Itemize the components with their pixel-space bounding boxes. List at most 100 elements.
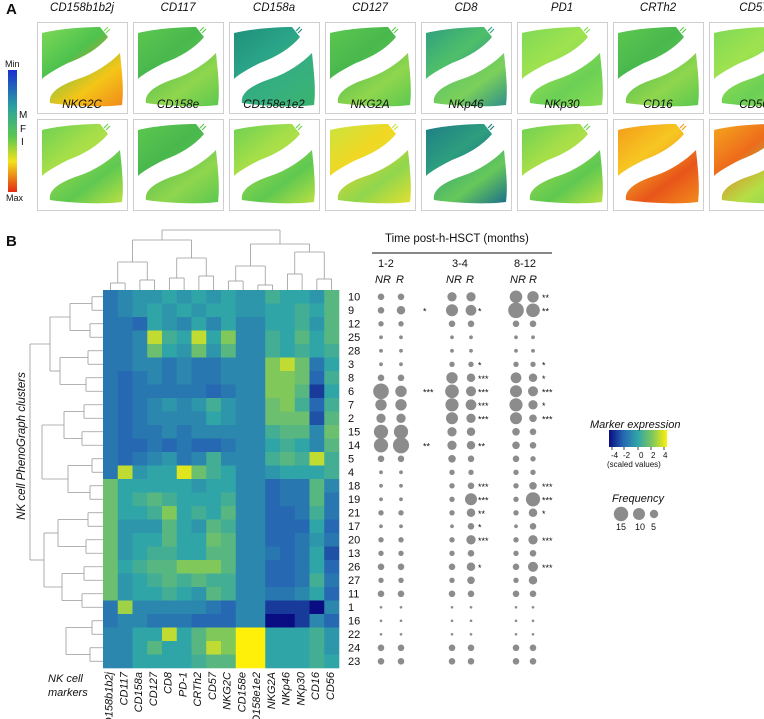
heatmap-cell-20-crth2 — [191, 533, 207, 547]
tsne-title-nkg2c: NKG2C — [62, 99, 102, 111]
significance-8-12-2: *** — [542, 414, 553, 424]
heatmap-cell-17-cd117 — [117, 519, 133, 534]
heatmap-cell-27-cd56 — [324, 573, 340, 588]
heatmap-cell-14-nkg2a — [265, 438, 281, 453]
heatmap-cell-6-cd127 — [147, 384, 163, 399]
frequency-bubble-27-0 — [378, 577, 384, 583]
heatmap-cell-8-pd-1 — [176, 371, 192, 385]
frequency-bubble-13-5 — [529, 550, 537, 557]
heatmap-cell-4-nkp46 — [280, 465, 296, 480]
heatmap-cell-21-nkg2c — [221, 506, 237, 520]
heatmap-cell-6-cd16 — [309, 384, 325, 399]
heatmap-cell-7-nkg2c — [221, 398, 237, 412]
tsne-plot-crth2 — [613, 22, 704, 114]
significance-8-12-3: * — [542, 360, 546, 370]
heatmap-cell-3-nkg2c — [221, 357, 237, 372]
frequency-bubble-21-2 — [449, 510, 455, 516]
frequency-bubble-6-0 — [373, 383, 389, 400]
heatmap-cell-22-cd158e1e2 — [250, 627, 266, 642]
heatmap-cell-25-cd8 — [162, 330, 178, 345]
cluster-label-14: 14 — [348, 440, 360, 452]
heatmap-cell-19-nkg2c — [221, 492, 237, 507]
frequency-bubble-9-2 — [445, 304, 459, 317]
heatmap-cell-18-cd117 — [117, 479, 133, 493]
frequency-bubble-6-3 — [465, 386, 477, 397]
tsne-title-crth2: CRTh2 — [639, 2, 677, 14]
expression-tick-4: 4 — [663, 451, 668, 460]
heatmap-cell-19-nkp46 — [280, 492, 296, 507]
heatmap-cell-27-cd57 — [206, 573, 222, 588]
heatmap-cell-13-cd158e1e2 — [250, 546, 266, 561]
frequency-bubble-18-4 — [513, 483, 519, 489]
heatmap-cell-14-nkg2c — [221, 438, 237, 453]
heatmap-cell-4-pd-1 — [176, 465, 192, 480]
heatmap-cell-23-cd158a — [132, 654, 148, 669]
frequency-bubble-19-1 — [399, 497, 403, 502]
significance-3-4-6: *** — [478, 387, 489, 397]
heatmap-cell-21-cd158e — [235, 506, 251, 520]
heatmap-cell-20-cd158e1e2 — [250, 533, 266, 547]
frequency-bubble-13-3 — [467, 550, 475, 557]
cluster-label-17: 17 — [348, 521, 360, 533]
heatmap-cell-20-cd8 — [162, 533, 178, 547]
expression-tick-0: 0 — [639, 451, 644, 460]
significance-8-12-21: * — [542, 509, 546, 519]
frequency-bubble-24-4 — [512, 644, 520, 652]
heatmap-cell-7-nkg2a — [265, 398, 281, 412]
heatmap-cell-11-cd56 — [324, 587, 340, 601]
significance-1-2-14: ** — [423, 441, 431, 451]
heatmap-cell-18-cd56 — [324, 479, 340, 493]
heatmap-cell-2-cd57 — [206, 411, 222, 426]
heatmap-cell-4-cd8 — [162, 465, 178, 480]
frequency-bubble-2-1 — [396, 413, 406, 423]
heatmap-cell-10-crth2 — [191, 290, 207, 304]
heatmap-cell-26-cd8 — [162, 560, 178, 574]
heatmap-cell-2-cd56 — [324, 411, 340, 426]
heatmap-cell-7-cd127 — [147, 398, 163, 412]
frequency-bubble-19-5 — [525, 492, 541, 507]
heatmap-cell-8-cd117 — [117, 371, 133, 385]
heatmap-cell-18-cd158a — [132, 479, 148, 493]
heatmap-cell-25-pd-1 — [176, 330, 192, 345]
significance-8-12-26: *** — [542, 563, 553, 573]
heatmap-cell-1-nkg2c — [221, 600, 237, 615]
frequency-bubble-17-3 — [467, 523, 475, 530]
tsne-plot-cd158b1b2j — [37, 22, 128, 114]
frequency-bubble-19-0 — [379, 497, 383, 502]
heatmap-cell-11-cd117 — [117, 587, 133, 601]
cluster-label-12: 12 — [348, 319, 360, 331]
cluster-label-23: 23 — [348, 656, 360, 668]
frequency-bubble-28-0 — [379, 348, 383, 353]
heatmap-cell-22-cd158b1b2j — [103, 627, 119, 642]
heatmap-cell-14-cd16 — [309, 438, 325, 453]
frequency-bubble-8-3 — [466, 373, 476, 383]
frequency-bubble-19-2 — [449, 496, 455, 502]
heatmap-cell-28-nkg2c — [221, 344, 237, 358]
significance-8-12-20: *** — [542, 536, 553, 546]
heatmap-cell-2-cd127 — [147, 411, 163, 426]
frequency-bubble-23-5 — [529, 658, 537, 665]
heatmap-cell-14-cd158e1e2 — [250, 438, 266, 453]
heatmap-cell-22-nkg2a — [265, 627, 281, 642]
heatmap-cell-8-nkp30 — [294, 371, 310, 385]
heatmap-cell-6-cd158b1b2j — [103, 384, 119, 399]
heatmap-cell-2-cd16 — [309, 411, 325, 426]
cluster-label-6: 6 — [348, 386, 354, 398]
frequency-bubble-8-2 — [446, 372, 458, 384]
frequency-bubble-14-1 — [392, 437, 410, 454]
heatmap-cell-10-nkp30 — [294, 290, 310, 304]
heatmap-cell-19-cd158b1b2j — [103, 492, 119, 507]
heatmap-cell-21-cd117 — [117, 506, 133, 520]
heatmap-cell-22-nkp46 — [280, 627, 296, 642]
heatmap-cell-11-cd8 — [162, 587, 178, 601]
frequency-bubble-6-5 — [527, 386, 539, 397]
heatmap-cell-5-cd16 — [309, 452, 325, 466]
heatmap-cell-9-nkg2c — [221, 303, 237, 318]
heatmap-cell-14-nkp30 — [294, 438, 310, 453]
frequency-label-10: 10 — [635, 522, 646, 532]
tsne-title-nkp30: NKp30 — [544, 99, 580, 111]
frequency-bubble-5-5 — [530, 456, 536, 462]
heatmap-cell-12-cd158e1e2 — [250, 317, 266, 331]
heatmap-cell-6-cd57 — [206, 384, 222, 399]
